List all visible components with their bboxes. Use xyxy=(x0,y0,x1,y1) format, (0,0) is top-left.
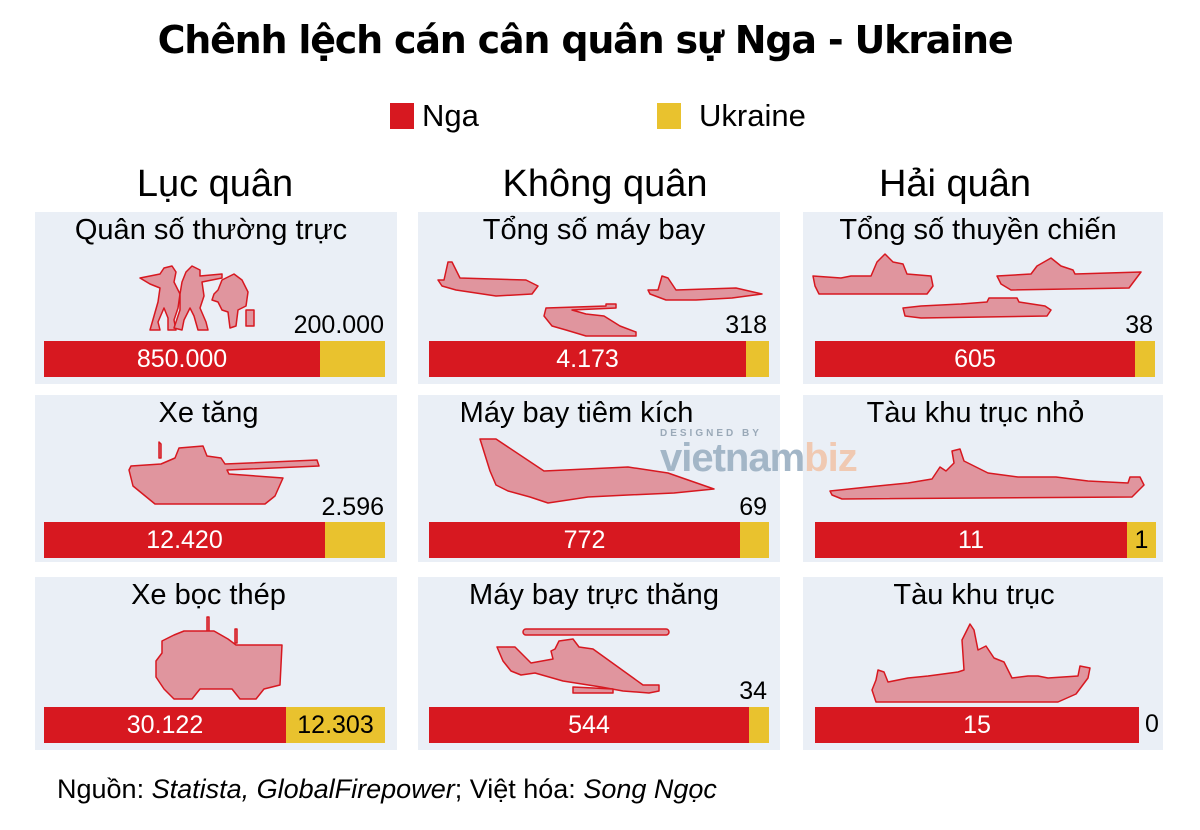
legend-item-russia: Nga xyxy=(390,98,479,134)
ukraine-bar xyxy=(1135,341,1155,377)
legend-swatch-ukraine xyxy=(657,103,681,129)
ukraine-value: 34 xyxy=(739,677,767,705)
corvette-icon xyxy=(828,447,1148,507)
comparison-bar: 772 xyxy=(429,522,769,558)
soldiers-icon xyxy=(138,260,268,332)
column-heading-navy: Hải quân xyxy=(878,163,1032,205)
russia-bar: 30.122 xyxy=(44,707,286,743)
aircraft-group-icon xyxy=(436,260,766,340)
ukraine-bar xyxy=(749,707,769,743)
panel-label: Xe tăng xyxy=(158,397,259,429)
panel-label: Quân số thường trực xyxy=(74,214,348,246)
column-heading-air-force: Không quân xyxy=(502,163,708,205)
translator-prefix: ; Việt hóa: xyxy=(454,774,584,804)
armored-vehicle-icon xyxy=(152,616,287,702)
ukraine-bar: 12.303 xyxy=(286,707,385,743)
fighter-jet-icon xyxy=(478,437,718,509)
panel-label: Xe bọc thép xyxy=(131,579,286,611)
russia-bar: 15 xyxy=(815,707,1139,743)
source-prefix: Nguồn: xyxy=(57,774,152,804)
russia-bar: 850.000 xyxy=(44,341,320,377)
russia-bar: 772 xyxy=(429,522,740,558)
ukraine-value: 0 xyxy=(1145,710,1159,738)
russia-bar: 605 xyxy=(815,341,1135,377)
russia-bar: 544 xyxy=(429,707,749,743)
column-heading-army: Lục quân xyxy=(136,163,294,205)
panel-total-aircraft: Tổng số máy bay 318 4.173 xyxy=(418,212,780,384)
ukraine-value: 2.596 xyxy=(321,493,384,521)
ukraine-bar xyxy=(325,522,385,558)
comparison-bar: 850.000 xyxy=(44,341,385,377)
comparison-bar: 544 xyxy=(429,707,769,743)
helicopter-icon xyxy=(493,625,683,694)
warships-group-icon xyxy=(811,250,1156,328)
legend: Nga Ukraine xyxy=(0,98,1200,138)
ukraine-bar xyxy=(320,341,385,377)
panel-fighters: Máy bay tiêm kích 69 772 xyxy=(418,395,780,562)
ukraine-value: 200.000 xyxy=(293,311,384,339)
legend-item-ukraine: Ukraine xyxy=(657,98,806,134)
russia-bar: 12.420 xyxy=(44,522,325,558)
translator-name: Song Ngọc xyxy=(583,774,717,804)
panel-label: Tàu khu trục xyxy=(893,579,1055,611)
panel-armored-vehicles: Xe bọc thép 30.122 12.303 xyxy=(35,577,397,750)
panel-tanks: Xe tăng 2.596 12.420 xyxy=(35,395,397,562)
chart-title: Chênh lệch cán cân quân sự Nga - Ukraine xyxy=(157,18,1014,62)
destroyer-icon xyxy=(868,620,1098,710)
ukraine-value: 38 xyxy=(1125,311,1153,339)
panel-total-ships: Tổng số thuyền chiến 38 605 xyxy=(803,212,1163,384)
legend-label-russia: Nga xyxy=(422,98,479,133)
panel-army-personnel: Quân số thường trực 200.000 850.000 xyxy=(35,212,397,384)
legend-swatch-russia xyxy=(390,103,414,129)
ukraine-value: 318 xyxy=(725,311,767,339)
legend-label-ukraine: Ukraine xyxy=(699,98,806,133)
panel-destroyers: Tàu khu trục 15 0 xyxy=(803,577,1163,750)
panel-label: Máy bay tiêm kích xyxy=(459,397,694,429)
russia-bar: 4.173 xyxy=(429,341,746,377)
ukraine-value: 69 xyxy=(739,493,767,521)
comparison-bar: 15 xyxy=(815,707,1139,743)
comparison-bar: 11 1 xyxy=(815,522,1156,558)
panel-label: Tổng số thuyền chiến xyxy=(839,214,1117,246)
ukraine-bar: 1 xyxy=(1127,522,1156,558)
ukraine-bar xyxy=(746,341,769,377)
russia-bar: 11 xyxy=(815,522,1127,558)
panel-corvettes: Tàu khu trục nhỏ 11 1 xyxy=(803,395,1163,562)
source-names: Statista, GlobalFirepower xyxy=(151,774,455,804)
ukraine-bar xyxy=(740,522,769,558)
comparison-bar: 30.122 12.303 xyxy=(44,707,385,743)
panel-helicopters: Máy bay trực thăng 34 544 xyxy=(418,577,780,750)
comparison-bar: 605 xyxy=(815,341,1155,377)
tank-icon xyxy=(125,440,320,508)
panel-label: Tàu khu trục nhỏ xyxy=(866,397,1085,429)
comparison-bar: 12.420 xyxy=(44,522,385,558)
panel-label: Máy bay trực thăng xyxy=(469,579,719,611)
source-note: Nguồn: Statista, GlobalFirepower; Việt h… xyxy=(57,774,717,805)
comparison-bar: 4.173 xyxy=(429,341,769,377)
panel-label: Tổng số máy bay xyxy=(482,214,706,246)
